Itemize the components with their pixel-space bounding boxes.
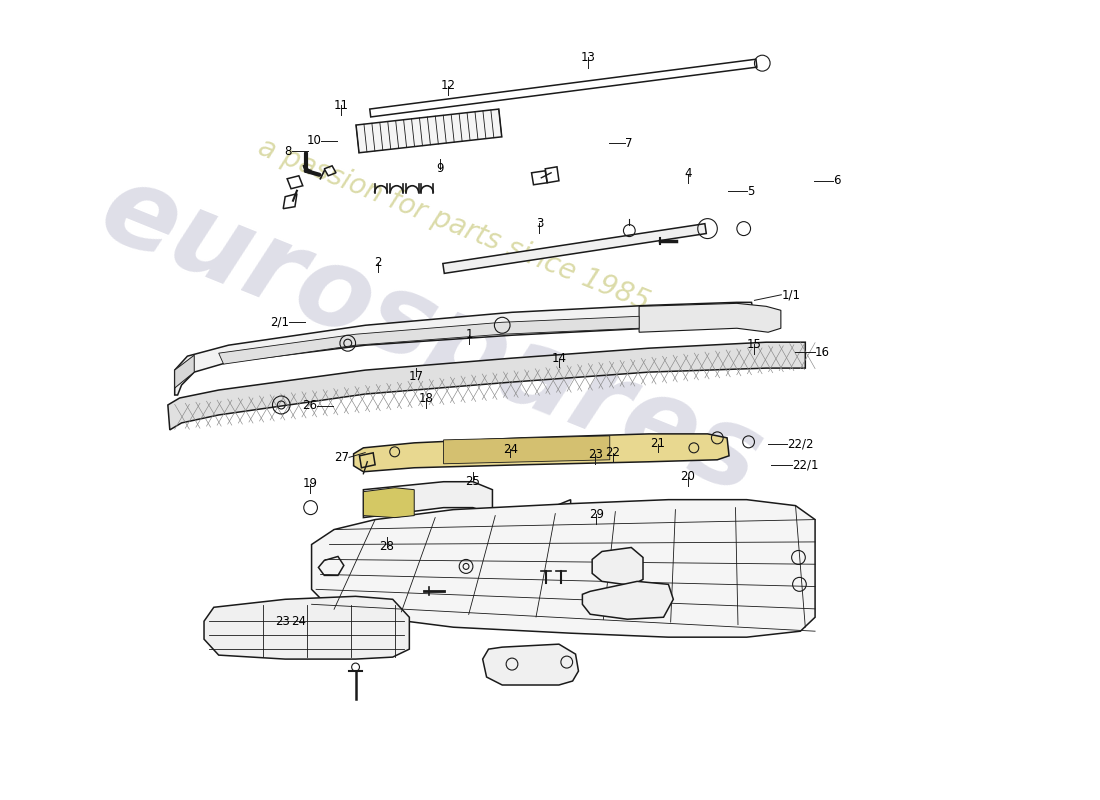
Text: 22/2: 22/2 — [786, 438, 813, 450]
Text: 19: 19 — [302, 478, 318, 490]
Polygon shape — [582, 582, 673, 619]
Polygon shape — [311, 500, 815, 637]
Text: 24: 24 — [503, 443, 518, 456]
Text: 1/1: 1/1 — [781, 288, 801, 302]
Text: 2/1: 2/1 — [270, 315, 289, 328]
Text: eurospares: eurospares — [86, 155, 778, 518]
Polygon shape — [363, 482, 571, 527]
Polygon shape — [175, 302, 755, 395]
Polygon shape — [204, 596, 409, 659]
Text: 25: 25 — [465, 475, 480, 488]
Text: 21: 21 — [650, 438, 666, 450]
Text: 17: 17 — [408, 370, 424, 382]
Text: 8: 8 — [285, 145, 292, 158]
Text: 16: 16 — [815, 346, 829, 358]
Polygon shape — [175, 355, 195, 388]
Polygon shape — [356, 109, 502, 153]
Text: 12: 12 — [440, 79, 455, 92]
Text: 2: 2 — [374, 256, 382, 270]
Text: 29: 29 — [588, 507, 604, 521]
Polygon shape — [168, 342, 805, 430]
Polygon shape — [639, 303, 781, 332]
Text: 11: 11 — [334, 98, 349, 111]
Polygon shape — [219, 316, 639, 364]
Polygon shape — [592, 547, 644, 586]
Text: 22: 22 — [605, 446, 620, 459]
Text: 24: 24 — [292, 614, 307, 628]
Text: 18: 18 — [419, 392, 433, 405]
Polygon shape — [443, 224, 706, 274]
Text: 4: 4 — [684, 167, 692, 180]
Text: 3: 3 — [536, 217, 543, 230]
Text: 26: 26 — [301, 399, 317, 412]
Polygon shape — [363, 488, 415, 518]
Text: 15: 15 — [747, 338, 762, 350]
Text: 5: 5 — [747, 185, 755, 198]
Text: 28: 28 — [379, 540, 394, 553]
Polygon shape — [483, 644, 579, 685]
Text: 23: 23 — [275, 614, 289, 628]
Text: 10: 10 — [306, 134, 321, 147]
Text: 6: 6 — [833, 174, 840, 187]
Text: 7: 7 — [626, 137, 632, 150]
Text: 9: 9 — [437, 162, 444, 175]
Text: 22/1: 22/1 — [792, 459, 818, 472]
Text: 23: 23 — [587, 448, 603, 461]
Text: a passion for parts since 1985: a passion for parts since 1985 — [254, 133, 653, 316]
Text: 27: 27 — [334, 451, 349, 464]
Polygon shape — [353, 434, 729, 472]
Text: 1: 1 — [465, 328, 473, 341]
Text: 13: 13 — [581, 50, 595, 64]
Polygon shape — [443, 436, 609, 464]
Text: 14: 14 — [551, 352, 566, 365]
Text: 20: 20 — [680, 470, 695, 483]
